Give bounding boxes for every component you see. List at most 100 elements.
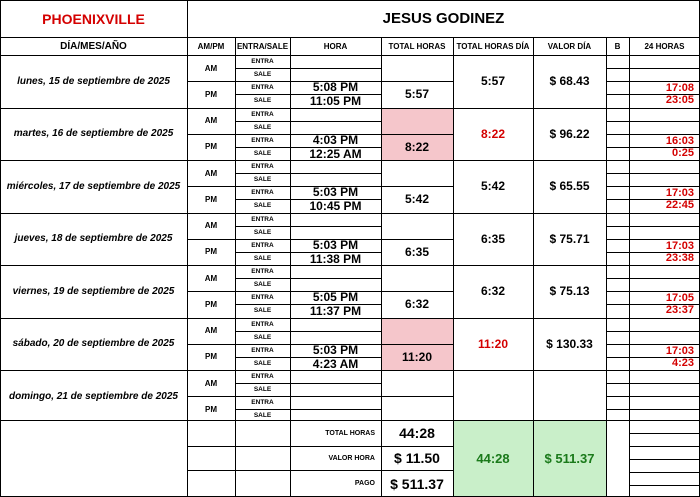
day-value: $ 96.22 <box>549 126 590 141</box>
grid-line <box>235 291 381 293</box>
grid-line <box>606 186 700 188</box>
hour-value-label: VALOR HORA <box>328 454 375 462</box>
pm-exit-time: 11:05 PM <box>309 94 362 108</box>
day-date: viernes, 19 de septiembre de 2025 <box>12 285 175 297</box>
column-header-h24: 24 HORAS <box>644 41 685 51</box>
pm-label: PM <box>205 194 217 204</box>
day-value: $ 75.13 <box>549 284 590 299</box>
sale-label: SALE <box>253 254 272 262</box>
grid-line <box>235 120 381 122</box>
day-date: jueves, 18 de septiembre de 2025 <box>14 233 173 245</box>
total-hours-label: TOTAL HORAS <box>325 429 375 437</box>
grid-line <box>187 0 188 497</box>
entra-label: ENTRA <box>251 241 274 249</box>
column-header-total-hours: TOTAL HORAS <box>388 41 446 51</box>
grid-line <box>235 409 381 411</box>
grid-line <box>235 251 381 253</box>
grid-line <box>606 383 700 385</box>
grid-line <box>606 238 700 240</box>
grid-line <box>381 133 453 135</box>
grid-line <box>381 343 453 345</box>
pm-label: PM <box>205 247 217 257</box>
exit-24h: 0:25 <box>671 146 694 159</box>
grid-line <box>629 433 700 434</box>
entry-24h: 17:03 <box>665 239 694 252</box>
sale-label: SALE <box>253 307 272 315</box>
grid-line <box>606 173 700 175</box>
am-label: AM <box>204 273 218 283</box>
entry-24h: 17:03 <box>665 344 694 357</box>
grid-line <box>381 291 453 293</box>
grid-line <box>0 55 700 56</box>
grid-line <box>187 133 235 135</box>
pm-label: PM <box>205 142 217 152</box>
pm-entry-time: 5:03 PM <box>312 186 359 200</box>
grid-line <box>235 133 381 135</box>
grid-line <box>235 304 381 306</box>
day-date: lunes, 15 de septiembre de 2025 <box>17 75 170 87</box>
total-hours: 6:32 <box>404 297 430 312</box>
grid-line <box>187 343 235 345</box>
grid-line <box>453 37 454 497</box>
sale-label: SALE <box>253 71 272 79</box>
employee-name: JESUS GODINEZ <box>382 10 505 27</box>
sale-label: SALE <box>253 149 272 157</box>
grid-line <box>381 238 453 240</box>
pm-label: PM <box>205 299 217 309</box>
pm-exit-time: 12:25 AM <box>309 146 362 160</box>
entry-24h: 17:05 <box>665 292 694 305</box>
grid-line <box>187 470 453 471</box>
pm-entry-time: 5:03 PM <box>312 238 359 252</box>
grand-total-value: $ 511.37 <box>544 451 595 466</box>
day-value: $ 75.71 <box>549 231 590 246</box>
entra-label: ENTRA <box>251 189 274 197</box>
grid-line <box>187 186 235 188</box>
grid-line <box>235 37 236 497</box>
total-hours-day: 5:42 <box>480 179 506 194</box>
grid-line <box>235 225 381 227</box>
am-label: AM <box>204 168 218 178</box>
day-date: martes, 16 de septiembre de 2025 <box>13 128 174 140</box>
column-header-b: B <box>614 41 621 51</box>
grid-line <box>235 330 381 332</box>
entra-label: ENTRA <box>251 346 274 354</box>
entry-24h: 17:03 <box>665 187 694 200</box>
entra-label: ENTRA <box>251 268 274 276</box>
entra-label: ENTRA <box>251 84 274 92</box>
grid-line <box>235 383 381 385</box>
sale-label: SALE <box>253 412 272 420</box>
exit-24h: 4:23 <box>671 356 694 369</box>
grid-line <box>235 94 381 96</box>
grid-line <box>187 81 235 83</box>
grid-line <box>235 396 381 398</box>
grid-line <box>0 160 700 161</box>
sale-label: SALE <box>253 202 272 210</box>
pm-label: PM <box>205 89 217 99</box>
entry-24h: 16:03 <box>665 134 694 147</box>
sale-label: SALE <box>253 281 272 289</box>
pm-entry-time <box>290 396 381 409</box>
grid-line <box>606 304 700 306</box>
grid-line <box>290 37 291 497</box>
grand-total-hours: 44:28 <box>476 451 510 466</box>
grid-line <box>235 199 381 201</box>
grid-line <box>235 238 381 240</box>
total-hours-day: 5:57 <box>480 74 506 89</box>
entra-label: ENTRA <box>251 373 274 381</box>
pm-entry-time: 5:03 PM <box>312 343 359 357</box>
grid-line <box>235 146 381 148</box>
grid-line <box>606 81 700 83</box>
grid-line <box>0 37 700 38</box>
total-hours: 5:42 <box>404 192 430 207</box>
entra-label: ENTRA <box>251 320 274 328</box>
grid-line <box>235 186 381 188</box>
entra-label: ENTRA <box>251 399 274 407</box>
column-header-time: HORA <box>323 41 348 51</box>
total-hours: 8:22 <box>404 139 430 154</box>
grid-line <box>606 68 700 70</box>
grid-line <box>0 420 700 421</box>
sale-label: SALE <box>253 333 272 341</box>
grid-line <box>606 94 700 96</box>
grid-line <box>606 409 700 411</box>
am-label: AM <box>204 63 218 73</box>
